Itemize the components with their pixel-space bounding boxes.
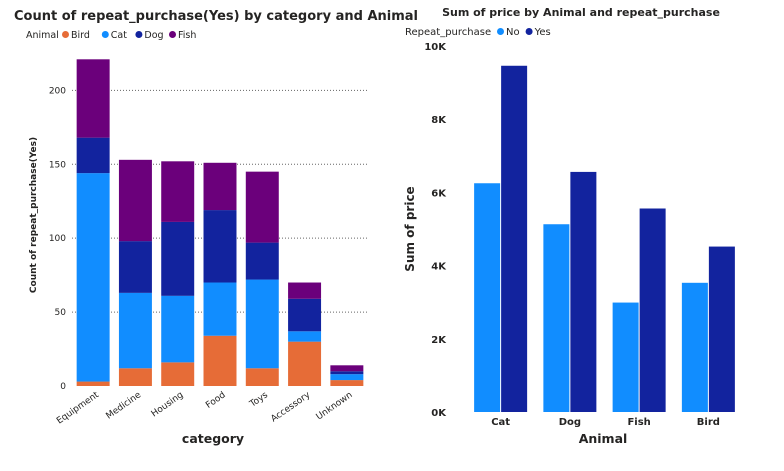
left-x-tick-label: Accessory [269,390,312,425]
bar-food-fish [203,162,237,211]
left-y-tick-label: 150 [49,160,66,170]
legend-marker-cat [101,31,109,38]
bar-housing-cat [161,295,195,363]
right-y-tick-label: 6K [431,188,447,199]
bar-housing-fish [161,161,195,222]
bar-fish-no [612,302,639,412]
legend-label-fish: Fish [178,30,196,41]
legend-marker-yes [525,28,533,35]
bar-housing-bird [161,362,195,386]
bar-housing-dog [161,221,195,296]
right-y-tick-label: 8K [431,115,447,126]
legend-label-no: No [506,27,520,38]
left-y-axis-label: Count of repeat_purchase(Yes) [29,137,39,293]
bar-medicine-cat [118,292,152,369]
right-y-tick-label: 2K [431,335,447,346]
bar-toys-fish [245,171,279,243]
left-y-tick-label: 0 [60,382,66,392]
bar-food-cat [203,282,237,336]
bar-medicine-dog [118,241,152,293]
right-legend: No Yes [497,27,551,38]
legend-label-bird: Bird [71,30,90,41]
right-chart-plot: 0K 2K 4K 6K 8K 10K Cat Dog Fish Bird [424,42,735,428]
left-y-tick-label: 100 [49,234,66,244]
bar-toys-cat [245,279,279,369]
right-x-tick-label: Cat [491,417,510,428]
bar-cat-no [474,183,501,412]
bar-equipment-dog [76,137,110,174]
left-x-tick-label: Medicine [104,390,143,422]
right-y-tick-label: 4K [431,262,447,273]
left-x-tick-label: Toys [247,390,270,410]
bar-accessory-bird [288,341,322,386]
bar-equipment-bird [76,381,110,386]
bar-fish-yes [639,208,666,412]
bar-medicine-fish [118,159,152,242]
bar-food-bird [203,335,237,386]
bar-food-dog [203,210,237,283]
bar-cat-yes [501,65,528,412]
left-y-tick-label: 50 [55,308,67,318]
legend-marker-no [497,28,504,35]
legend-marker-fish [169,31,176,38]
bar-toys-dog [245,242,279,280]
right-legend-title: Repeat_purchase [405,27,491,38]
left-x-axis-label: category [182,431,244,446]
right-x-tick-label: Dog [559,417,581,428]
bar-bird-yes [708,246,735,412]
right-x-tick-label: Bird [697,417,720,428]
bar-unknown-bird [330,380,364,386]
left-chart-title: Count of repeat_purchase(Yes) by categor… [14,9,418,24]
left-chart-plot: 0 50 100 150 200 Equipment Medicine Housing Food… [49,59,368,426]
right-chart-title: Sum of price by Animal and repeat_purcha… [442,6,720,19]
bar-accessory-fish [288,282,322,299]
bar-unknown-cat [330,374,364,381]
bar-equipment-fish [76,59,110,138]
left-legend: Bird Cat Dog Fish [62,30,196,41]
right-y-tick-label: 0K [431,408,447,419]
legend-label-cat: Cat [111,30,127,41]
right-x-tick-label: Fish [627,417,650,428]
bar-accessory-cat [288,331,322,342]
bar-equipment-cat [76,173,110,382]
left-x-tick-label: Equipment [55,390,101,426]
legend-label-dog: Dog [144,30,163,41]
legend-marker-bird [62,31,69,38]
left-x-tick-label: Unknown [315,390,355,422]
left-y-tick-label: 200 [49,86,66,96]
bar-bird-no [681,282,708,412]
bar-accessory-dog [288,298,322,332]
bar-unknown-dog [330,371,364,375]
bar-dog-yes [570,171,597,412]
bar-unknown-fish [330,365,364,372]
legend-label-yes: Yes [534,27,551,38]
right-y-tick-label: 10K [424,42,447,53]
bar-toys-bird [245,368,279,386]
legend-marker-dog [135,31,143,38]
left-x-tick-label: Food [204,390,227,411]
right-x-axis-label: Animal [579,431,628,446]
bar-medicine-bird [118,368,152,386]
bar-dog-no [543,224,570,412]
left-x-tick-label: Housing [150,390,186,419]
left-legend-title: Animal [26,30,59,41]
right-y-axis-label: Sum of price [403,186,417,271]
